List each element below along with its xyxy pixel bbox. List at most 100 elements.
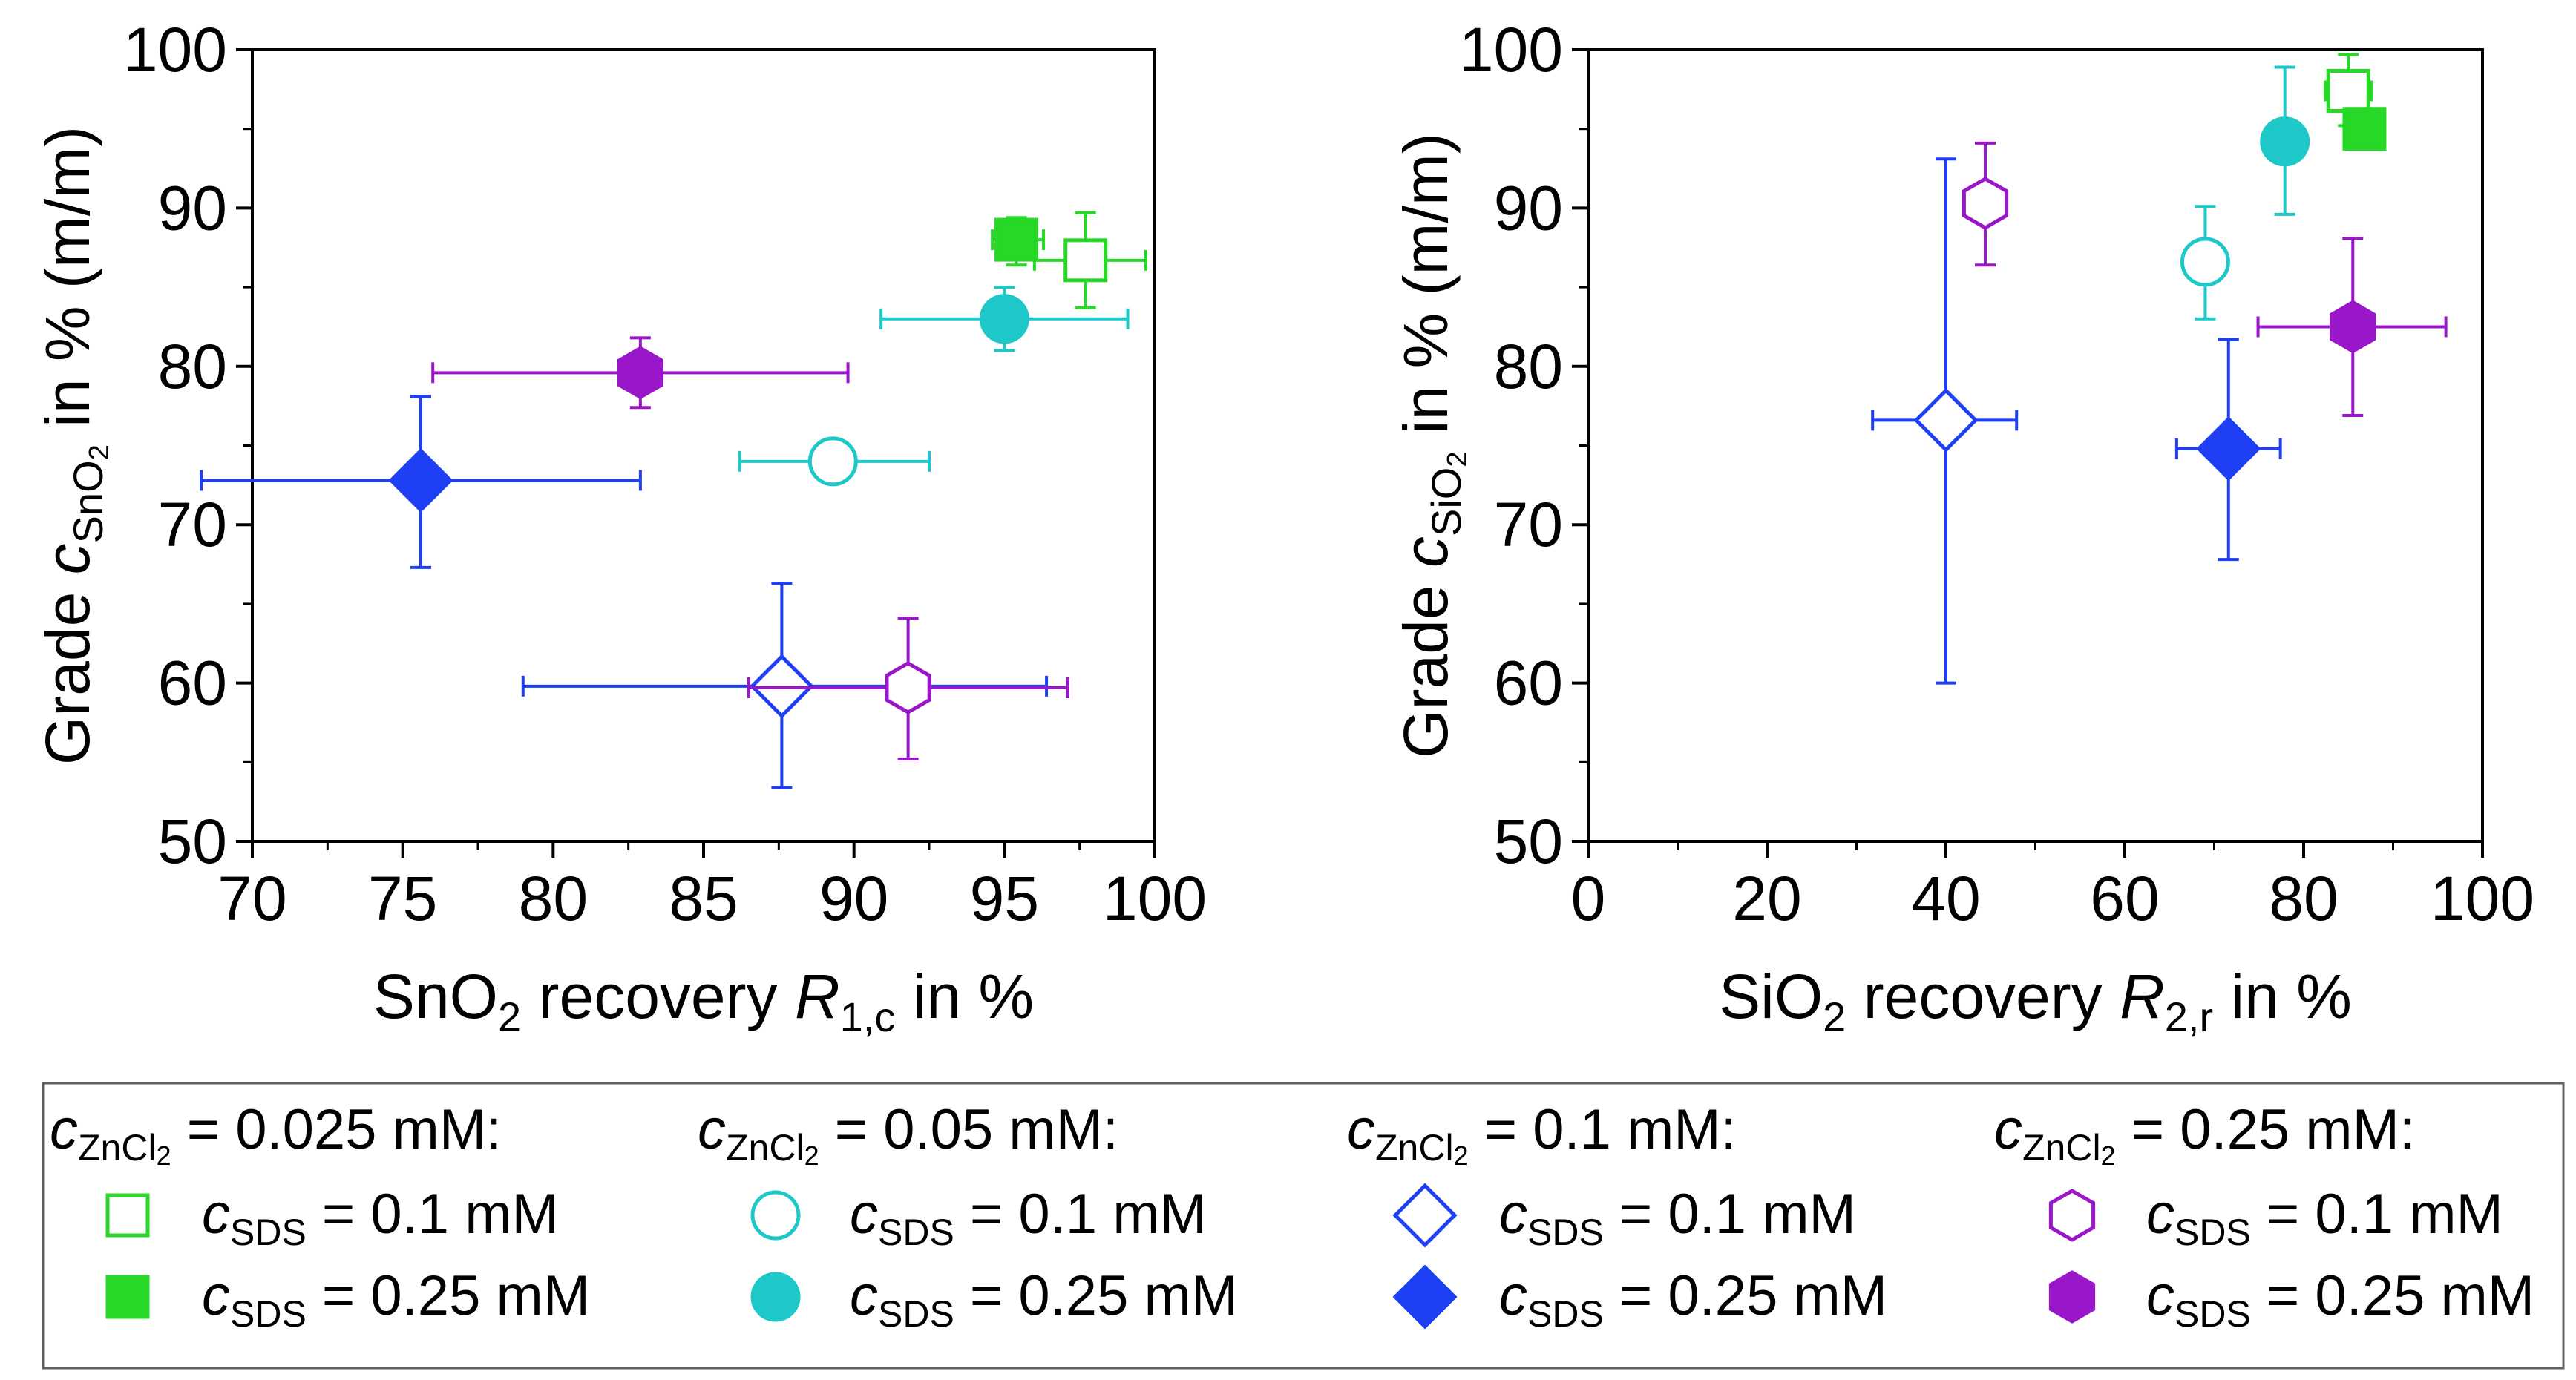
data-point-s6 (200, 395, 642, 569)
y-axis-title-suffix: in % (m/m) (33, 126, 102, 444)
legend-heading-subsub: 2 (2101, 1140, 2116, 1171)
legend-item-sub: SDS (878, 1212, 954, 1253)
x-tick-label: 20 (1732, 864, 1801, 933)
legend-heading-sub: ZnCl (78, 1127, 157, 1169)
legend-marker-circle (750, 1190, 801, 1241)
marker-circle (2260, 116, 2310, 167)
x-tick-label: 80 (519, 864, 588, 933)
x-tick-label: 95 (970, 864, 1039, 933)
y-axis-title-prefix: Grade (33, 574, 102, 765)
y-axis-title-subsub: 2 (1442, 452, 1473, 467)
legend-marker-diamond (1392, 1264, 1458, 1330)
legend-item-symbol: c (850, 1183, 878, 1246)
x-tick-label: 80 (2269, 864, 2338, 933)
y-tick-label: 70 (158, 490, 227, 559)
marker-diamond (2196, 416, 2261, 482)
legend-marker-hexagon (2048, 1270, 2096, 1324)
y-tick-label: 100 (123, 15, 227, 85)
legend-heading-subsub: 2 (804, 1140, 819, 1171)
legend-heading-value: = 0.025 mM: (171, 1098, 502, 1161)
legend-heading-value: = 0.05 mM: (819, 1098, 1118, 1161)
legend-heading-sub: ZnCl (2022, 1127, 2101, 1169)
legend-item-symbol: c (202, 1264, 230, 1327)
legend-item-value: = 0.25 mM (1604, 1264, 1887, 1327)
legend-item-symbol: c (1499, 1183, 1527, 1246)
x-axis-title: SnO2 recovery R1,c in % (373, 962, 1034, 1040)
x-axis-title-symbol: R (2120, 962, 2165, 1031)
x-axis-title-prefix: SiO (1719, 962, 1823, 1031)
data-point-s3 (738, 436, 931, 487)
data-point-s5 (1871, 157, 2019, 685)
legend-heading-subsub: 2 (157, 1140, 171, 1171)
x-tick-label: 40 (1911, 864, 1980, 933)
data-point-s6 (2174, 338, 2282, 562)
legend-item-sub: SDS (2174, 1212, 2251, 1253)
x-axis-title-mid: recovery (521, 962, 795, 1031)
legend-item-symbol: c (1499, 1264, 1527, 1327)
x-tick-label: 0 (1571, 864, 1606, 933)
data-point-s5 (521, 582, 1049, 789)
y-axis-title-symbol: c (33, 543, 102, 574)
y-axis-title-suffix: in % (m/m) (1391, 133, 1461, 451)
data-point-s1 (1032, 211, 1147, 309)
legend-frame (42, 1082, 2565, 1370)
x-tick-label: 85 (669, 864, 738, 933)
legend-item-sub: SDS (1527, 1212, 1604, 1253)
marker-diamond (388, 447, 453, 513)
legend-marker-square (105, 1275, 150, 1319)
x-axis-title-mid: recovery (1846, 962, 2120, 1031)
data-point-s8 (2256, 236, 2448, 417)
y-axis-title-subsub: 2 (84, 444, 115, 460)
legend-item-label: cSDS = 0.1 mM (2146, 1183, 2503, 1253)
legend-group-heading: cZnCl2 = 0.05 mM: (698, 1098, 1118, 1171)
data-point-s4 (879, 286, 1130, 352)
legend-item-value: = 0.1 mM (307, 1183, 559, 1246)
legend-group-heading: cZnCl2 = 0.25 mM: (1994, 1098, 2415, 1171)
legend-heading-symbol: c (1994, 1098, 2022, 1161)
legend-item-value: = 0.25 mM (2251, 1264, 2534, 1327)
legend-item-sub: SDS (230, 1293, 307, 1335)
legend-item-sub: SDS (230, 1212, 307, 1253)
data-point-s7 (1962, 141, 2009, 267)
x-axis-title-suffix: in % (895, 962, 1034, 1031)
legend-heading-symbol: c (50, 1098, 78, 1161)
x-axis-title-sub: 2 (1823, 993, 1846, 1040)
legend-item-value: = 0.1 mM (1604, 1183, 1856, 1246)
y-tick-label: 50 (1494, 806, 1563, 876)
marker-circle (807, 436, 858, 487)
marker-diamond (749, 654, 814, 719)
legend-item-label: cSDS = 0.25 mM (2146, 1264, 2534, 1335)
x-axis-title: SiO2 recovery R2,r in % (1719, 962, 2352, 1040)
legend-item-value: = 0.25 mM (954, 1264, 1238, 1327)
marker-square (2326, 68, 2370, 113)
legend-heading-sub: ZnCl (1375, 1127, 1454, 1169)
x-tick-label: 90 (819, 864, 888, 933)
legend-item-value: = 0.1 mM (2251, 1183, 2503, 1246)
marker-circle (979, 294, 1029, 344)
y-tick-label: 60 (1494, 648, 1563, 718)
legend-item-value: = 0.25 mM (307, 1264, 590, 1327)
legend-item-symbol: c (850, 1264, 878, 1327)
y-tick-label: 80 (158, 332, 227, 401)
legend-heading-subsub: 2 (1454, 1140, 1469, 1171)
marker-hexagon (617, 346, 663, 400)
data-point-s2 (2342, 107, 2387, 151)
x-tick-label: 100 (1103, 864, 1207, 933)
marker-circle (2180, 237, 2230, 287)
x-axis-title-sub: 1,c (840, 993, 896, 1040)
y-axis-title-symbol: c (1391, 536, 1461, 568)
legend-item-symbol: c (2146, 1264, 2174, 1327)
y-tick-label: 70 (1494, 490, 1563, 559)
x-tick-label: 75 (368, 864, 437, 933)
legend-marker-square (105, 1193, 150, 1238)
legend-heading-sub: ZnCl (726, 1127, 804, 1169)
marker-square (1063, 238, 1108, 283)
legend-marker-hexagon (2048, 1189, 2096, 1242)
legend-group-heading: cZnCl2 = 0.025 mM: (50, 1098, 502, 1171)
